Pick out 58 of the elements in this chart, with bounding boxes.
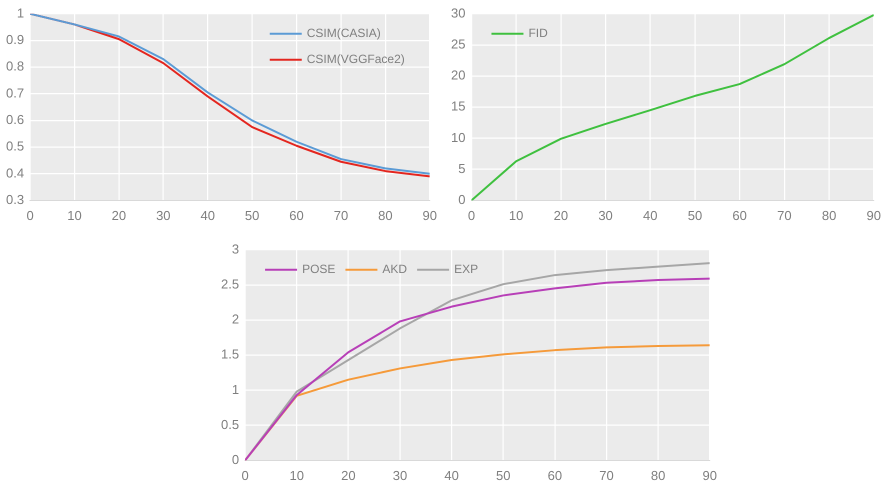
x-tick-label: 30 [598, 208, 613, 223]
x-tick-label: 70 [777, 208, 792, 223]
y-tick-label: 0.5 [220, 416, 240, 432]
x-tick-label: 40 [444, 468, 459, 483]
y-tick-label: 30 [450, 5, 466, 20]
y-tick-label: 10 [450, 130, 466, 145]
x-tick-label: 60 [732, 208, 747, 223]
x-tick-label: 50 [688, 208, 702, 223]
x-tick-label: 10 [67, 208, 82, 223]
y-tick-label: 0 [458, 192, 466, 207]
x-tick-label: 60 [548, 468, 562, 483]
y-tick-label: 20 [450, 68, 466, 83]
x-tick-label: 30 [392, 468, 408, 483]
y-tick-label: 2.5 [220, 276, 240, 292]
x-tick-label: 60 [289, 208, 304, 223]
legend-label: CSIM(VGGFace2) [306, 52, 405, 66]
y-tick-label: 0.5 [6, 138, 24, 154]
y-tick-label: 1 [16, 5, 24, 20]
y-tick-label: 0.3 [6, 192, 24, 207]
x-tick-label: 80 [822, 208, 836, 223]
x-tick-label: 20 [341, 468, 356, 483]
y-tick-label: 0.7 [6, 85, 24, 100]
x-tick-label: 50 [244, 208, 260, 223]
y-tick-label: 0.8 [6, 58, 24, 74]
x-tick-label: 40 [200, 208, 215, 223]
legend-label: POSE [302, 262, 336, 276]
x-tick-label: 50 [496, 468, 510, 483]
x-tick-label: 30 [156, 208, 171, 223]
legend-label: CSIM(CASIA) [306, 26, 381, 40]
x-tick-label: 0 [468, 208, 476, 223]
x-tick-label: 10 [289, 468, 304, 483]
legend-label: FID [528, 26, 548, 40]
y-tick-label: 15 [450, 98, 466, 114]
y-tick-label: 1.5 [220, 346, 240, 362]
x-tick-label: 90 [422, 208, 438, 223]
x-tick-label: 0 [241, 468, 249, 483]
y-tick-label: 0.9 [6, 32, 24, 48]
x-tick-label: 70 [334, 208, 348, 223]
y-tick-label: 2 [232, 312, 240, 327]
x-tick-label: 0 [26, 208, 34, 223]
x-tick-label: 70 [599, 468, 614, 483]
legend-label: AKD [382, 262, 408, 276]
y-tick-label: 25 [450, 36, 466, 52]
y-tick-label: 0 [232, 452, 240, 467]
y-tick-label: 0.6 [6, 112, 24, 128]
y-tick-label: 5 [458, 160, 466, 176]
x-tick-label: 80 [378, 208, 393, 223]
y-tick-label: 3 [232, 241, 240, 256]
y-tick-label: 0.4 [6, 165, 24, 180]
x-tick-label: 80 [650, 468, 666, 483]
x-tick-label: 90 [702, 468, 718, 483]
x-tick-label: 20 [112, 208, 126, 223]
x-tick-label: 20 [554, 208, 568, 223]
x-tick-label: 40 [643, 208, 658, 223]
x-tick-label: 10 [508, 208, 524, 223]
y-tick-label: 1 [232, 382, 240, 397]
x-tick-label: 90 [866, 208, 882, 223]
legend-label: EXP [454, 262, 478, 276]
